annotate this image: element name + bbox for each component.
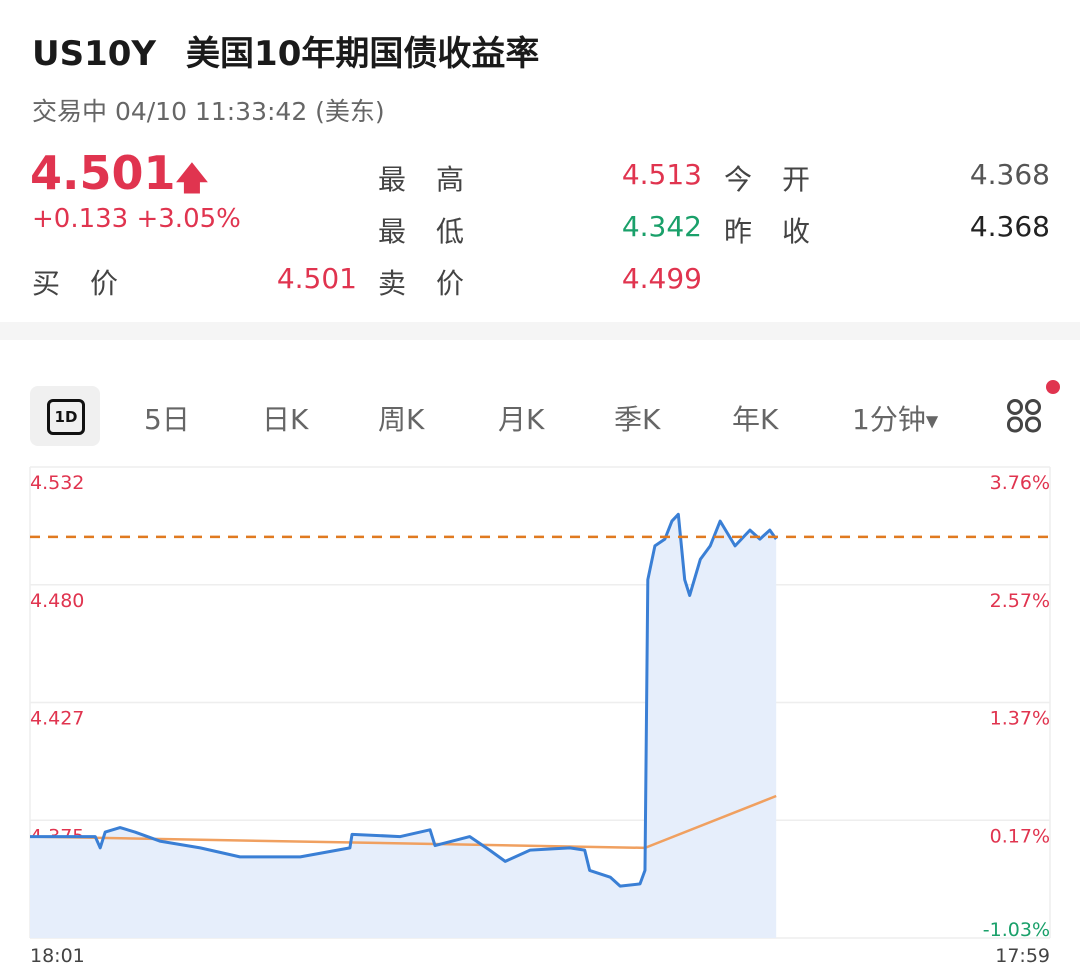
y2-tick-label: 1.37% [990,708,1050,730]
security-name: 美国10年期国债收益率 [186,34,540,74]
price-line [30,512,778,888]
low-label: 最低 [378,215,495,248]
price-area [30,514,777,938]
high-value: 4.513 [621,158,702,191]
prev-close-value: 4.368 [969,210,1050,243]
intraday-chart: 4.532 3.76%4.480 2.57%4.427 1.37%4.375 0.17%… [29,466,1051,967]
open-label: 今开 [724,163,841,196]
grid-menu-icon[interactable] [1006,398,1042,438]
prev-close-label: 昨收 [724,215,841,248]
caret-down-icon: ▼ [925,411,939,431]
bid-label: 买价 [32,267,149,300]
tab-weekly-k[interactable]: 周K [378,403,425,436]
y2-tick-label: -1.03% [983,919,1050,941]
y-tick-label: 4.427 [30,708,84,730]
trading-status: 交易中 04/10 11:33:42 (美东) [32,97,385,126]
y-tick-label: 4.480 [30,590,84,612]
tab-daily-k[interactable]: 日K [262,403,309,436]
x-tick-label: 18:01 [30,945,85,967]
tab-5day[interactable]: 5日 [144,403,190,436]
low-value: 4.342 [621,210,702,243]
notification-dot [1046,380,1060,394]
y2-tick-label: 2.57% [990,590,1050,612]
bid-value: 4.501 [276,262,357,295]
ask-label: 卖价 [378,267,495,300]
high-label: 最高 [378,163,495,196]
up-arrow-icon: 🡅 [175,159,209,197]
section-divider [0,322,1080,340]
tab-quarterly-k[interactable]: 季K [614,403,661,436]
ask-value: 4.499 [621,262,702,295]
tab-interval-dropdown[interactable]: 1分钟▼ [852,403,939,436]
y2-tick-label: 0.17% [990,825,1050,847]
tab-monthly-k[interactable]: 月K [498,403,545,436]
y2-tick-label: 3.76% [990,472,1050,494]
y-tick-label: 4.532 [30,472,84,494]
page-title: US10Y 美国10年期国债收益率 [32,26,569,75]
open-value: 4.368 [969,158,1050,191]
price-change: +0.133 +3.05% [32,204,241,234]
tab-1d[interactable]: 1D [30,386,100,446]
last-price: 4.501🡅 [30,146,209,200]
x-tick-label: 17:59 [995,945,1050,967]
symbol: US10Y [32,34,157,74]
tab-yearly-k[interactable]: 年K [732,403,779,436]
